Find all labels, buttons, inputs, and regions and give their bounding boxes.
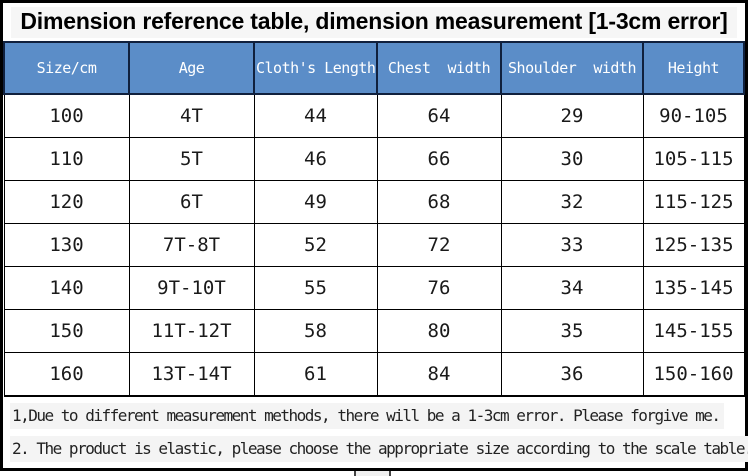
table-cell: 125-135 bbox=[642, 223, 745, 267]
table-cell: 34 bbox=[500, 266, 644, 310]
table-cell: 66 bbox=[376, 137, 502, 181]
table-cell: 4T bbox=[128, 93, 255, 138]
table-cell: 135-145 bbox=[642, 266, 745, 310]
table-row: 130 7T-8T 52 72 33 125-135 bbox=[3, 223, 745, 267]
table-cell: 160 bbox=[3, 352, 130, 397]
table-cell: 150-160 bbox=[642, 352, 745, 397]
table-cell: 35 bbox=[500, 309, 644, 353]
table-row: 120 6T 49 68 32 115-125 bbox=[3, 180, 745, 224]
table-cell: 32 bbox=[500, 180, 644, 224]
table-cell: 120 bbox=[3, 180, 130, 224]
table-row: 140 9T-10T 55 76 34 135-145 bbox=[3, 266, 745, 310]
table-cell: 150 bbox=[3, 309, 130, 353]
table-cell: 80 bbox=[376, 309, 502, 353]
header-row: Size/cm Age Cloth's Length Chest width Shoul… bbox=[3, 41, 745, 95]
column-header: Chest width bbox=[376, 41, 502, 95]
table-cell: 64 bbox=[376, 93, 502, 138]
table-row: 160 13T-14T 61 84 36 150-160 bbox=[3, 352, 745, 397]
column-header: Cloth's Length bbox=[253, 41, 378, 95]
table-cell: 140 bbox=[3, 266, 130, 310]
table-cell: 76 bbox=[376, 266, 502, 310]
table-cell: 130 bbox=[3, 223, 130, 267]
table-cell: 61 bbox=[253, 352, 378, 397]
table-cell: 55 bbox=[253, 266, 378, 310]
column-header: Height bbox=[642, 41, 745, 95]
notes-section: 1,Due to different measurement methods, … bbox=[3, 397, 748, 468]
table-cell: 100 bbox=[3, 93, 130, 138]
table-cell: 52 bbox=[253, 223, 378, 267]
table-cell: 84 bbox=[376, 352, 502, 397]
table-row: 100 4T 44 64 29 90-105 bbox=[3, 93, 745, 138]
table-cell: 49 bbox=[253, 180, 378, 224]
column-header: Age bbox=[128, 41, 255, 95]
note-line: 1,Due to different measurement methods, … bbox=[10, 403, 724, 430]
page-title: Dimension reference table, dimension mea… bbox=[11, 6, 737, 38]
table-cell: 13T-14T bbox=[128, 352, 255, 397]
note-line: 2. The product is elastic, please choose… bbox=[10, 435, 748, 462]
table-cell: 90-105 bbox=[642, 93, 745, 138]
size-table: Size/cm Age Cloth's Length Chest width Shoul… bbox=[3, 41, 745, 397]
table-cell: 72 bbox=[376, 223, 502, 267]
table-cell: 30 bbox=[500, 137, 644, 181]
table-cell: 5T bbox=[128, 137, 255, 181]
table-row: 150 11T-12T 58 80 35 145-155 bbox=[3, 309, 745, 353]
table-cell: 115-125 bbox=[642, 180, 745, 224]
table-cell: 68 bbox=[376, 180, 502, 224]
column-header: Size/cm bbox=[3, 41, 130, 95]
column-header: Shoulder width bbox=[500, 41, 644, 95]
table-cell: 29 bbox=[500, 93, 644, 138]
table-cell: 110 bbox=[3, 137, 130, 181]
table-cell: 46 bbox=[253, 137, 378, 181]
table-cell: 9T-10T bbox=[128, 266, 255, 310]
table-cell: 105-115 bbox=[642, 137, 745, 181]
table-cell: 58 bbox=[253, 309, 378, 353]
table-cell: 44 bbox=[253, 93, 378, 138]
cropped-next-row-artifact bbox=[354, 471, 391, 476]
table-cell: 33 bbox=[500, 223, 644, 267]
table-row: 110 5T 46 66 30 105-115 bbox=[3, 137, 745, 181]
table-cell: 7T-8T bbox=[128, 223, 255, 267]
table-cell: 6T bbox=[128, 180, 255, 224]
table-cell: 36 bbox=[500, 352, 644, 397]
table-cell: 11T-12T bbox=[128, 309, 255, 353]
title-band: Dimension reference table, dimension mea… bbox=[3, 3, 745, 41]
table-cell: 145-155 bbox=[642, 309, 745, 353]
